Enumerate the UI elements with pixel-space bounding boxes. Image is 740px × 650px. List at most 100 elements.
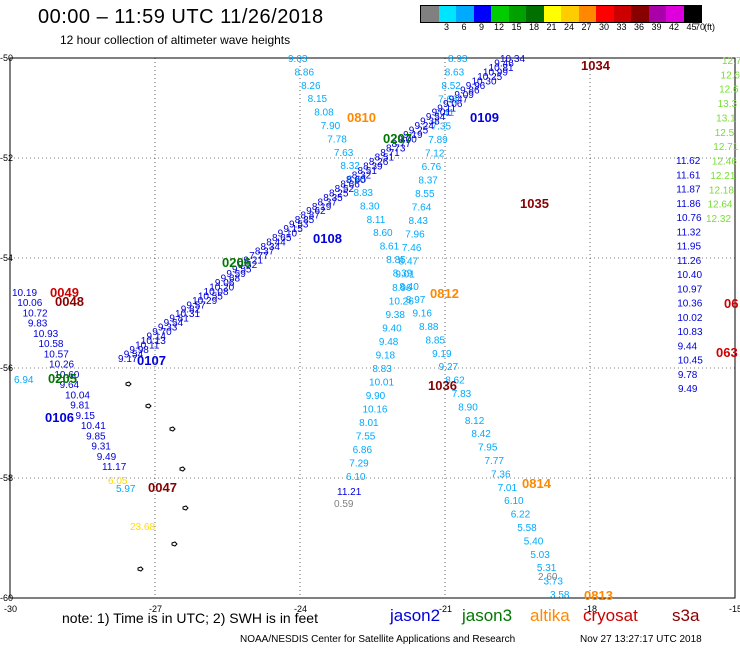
legend-item-cryosat: cryosat xyxy=(583,606,638,625)
track-value: 12.18 xyxy=(709,185,734,196)
track-value: 10.34 xyxy=(500,54,525,65)
track-value: 9.09 xyxy=(454,90,474,101)
track-value: 8.11 xyxy=(367,215,386,226)
latitude-label: -52 xyxy=(0,153,13,163)
track-value: 11.87 xyxy=(676,185,701,196)
latitude-label: -54 xyxy=(0,253,13,263)
track-value: 10.97 xyxy=(677,284,702,295)
map-frame xyxy=(9,57,736,599)
track-value: 10.93 xyxy=(33,329,58,340)
time-label: 0106 xyxy=(45,410,74,425)
track-value: 8.43 xyxy=(409,216,429,227)
colorbar-swatch xyxy=(543,6,561,22)
track-value: 7.68 xyxy=(438,94,458,105)
time-label: 0108 xyxy=(313,231,342,246)
colorbar-tick: 21 xyxy=(546,22,557,32)
track-value: 7.64 xyxy=(412,202,432,213)
track-value: 8.35 xyxy=(323,193,343,204)
colorbar-swatch xyxy=(578,6,596,22)
track-value: 8.39 xyxy=(393,268,413,279)
track-value: 8.08 xyxy=(314,108,334,119)
track-value: 8.37 xyxy=(318,197,338,208)
track-value: 9.90 xyxy=(366,391,386,402)
track-value: 10.41 xyxy=(81,421,106,432)
track-value: 8.83 xyxy=(372,364,392,375)
track-value: 7.95 xyxy=(478,443,498,454)
track-value: 9.46 xyxy=(494,58,514,69)
legend-item-altika: altika xyxy=(530,606,570,625)
island-outline xyxy=(169,426,176,432)
track-value: 8.97 xyxy=(406,295,426,306)
track-value: 9.98 xyxy=(129,345,149,356)
track-value: 9.24 xyxy=(414,121,434,132)
track-value: 9.57 xyxy=(186,300,206,311)
track-value: 8.32 xyxy=(352,170,372,181)
legend-item-jason3: jason3 xyxy=(462,606,513,625)
track-value: 9.31 xyxy=(91,442,111,453)
track-value: 8.42 xyxy=(471,429,491,440)
colorbar-tick: 33 xyxy=(616,22,627,32)
track-value: 11.32 xyxy=(677,227,702,238)
axis-labels: -50 -52 -54 -56 -58 -60-30 -27 -24 -21 -18 -15 xyxy=(0,53,740,614)
track-value: 12.6 xyxy=(719,85,739,96)
island-outline xyxy=(137,566,144,572)
track-value: 10.26 xyxy=(49,360,74,371)
island-outline xyxy=(182,505,189,511)
track-value: 10.08 xyxy=(204,287,229,298)
track-value: 9.54 xyxy=(164,318,184,329)
track-value: 11.17 xyxy=(102,462,127,473)
track-value: 8.62 xyxy=(445,376,465,387)
time-label: 0810 xyxy=(347,110,376,125)
track-value: 10.31 xyxy=(175,309,200,320)
track-value: 12.21 xyxy=(710,171,735,182)
track-value: 13.3 xyxy=(718,99,738,110)
track-value: 10.76 xyxy=(677,213,702,224)
track-value: 7.55 xyxy=(356,432,376,443)
track-value: 9.59 xyxy=(226,269,246,280)
footer-timestamp: Nov 27 13:27:17 UTC 2018 xyxy=(580,634,702,645)
colorbar-tick: 6 xyxy=(461,22,467,32)
track-value: 8.26 xyxy=(301,81,321,92)
track-value: 8.93 xyxy=(448,54,468,65)
track-value: 9.01 xyxy=(432,108,452,119)
track-value: 10.26 xyxy=(389,297,414,308)
track-value: 8.44 xyxy=(266,238,286,249)
page-subtitle: 12 hour collection of altimeter wave hei… xyxy=(60,33,291,47)
track-value: 12.7 xyxy=(722,56,740,67)
track-value: 9.21 xyxy=(243,255,263,266)
colorbar-swatch xyxy=(456,6,474,22)
latitude-label: -50 xyxy=(0,53,13,63)
track-value: 8.55 xyxy=(415,189,435,200)
track-value: 10.57 xyxy=(44,349,69,360)
track-value: 9.78 xyxy=(678,370,698,381)
track-value: 8.32 xyxy=(340,161,360,172)
colorbar xyxy=(420,5,702,23)
colorbar-tick: 42 xyxy=(668,22,680,32)
track-value: 8.85 xyxy=(295,215,315,226)
track-value: 9.68 xyxy=(221,273,241,284)
track-value: 9.38 xyxy=(385,310,405,321)
track-value: 9.17 xyxy=(118,354,138,365)
track-value: 10.83 xyxy=(678,327,703,338)
footer-credit: NOAA/NESDIS Center for Satellite Applica… xyxy=(240,634,516,645)
track-value: 9.15 xyxy=(283,224,303,235)
track-value: 8.51 xyxy=(375,153,395,164)
track-value: 11.95 xyxy=(677,242,702,253)
track-value: 7.77 xyxy=(249,251,269,262)
colorbar-tick: 9 xyxy=(478,22,485,32)
track-value: 13.1 xyxy=(716,113,736,124)
colorbar-swatch xyxy=(473,6,491,22)
track-value: 8.63 xyxy=(445,67,465,78)
time-label: 0107 xyxy=(137,353,166,368)
longitude-label: -18 xyxy=(584,604,597,614)
track-value: 8.65 xyxy=(347,175,367,186)
time-label: 0109 xyxy=(470,110,499,125)
track-value: 7.90 xyxy=(321,121,341,132)
track-value: 9.82 xyxy=(181,305,201,316)
track-value: 9.25 xyxy=(409,126,429,137)
misc-value: 6.94 xyxy=(14,375,34,386)
colorbar-tick: 30 xyxy=(598,22,610,32)
track-value: 8.60 xyxy=(346,175,366,186)
